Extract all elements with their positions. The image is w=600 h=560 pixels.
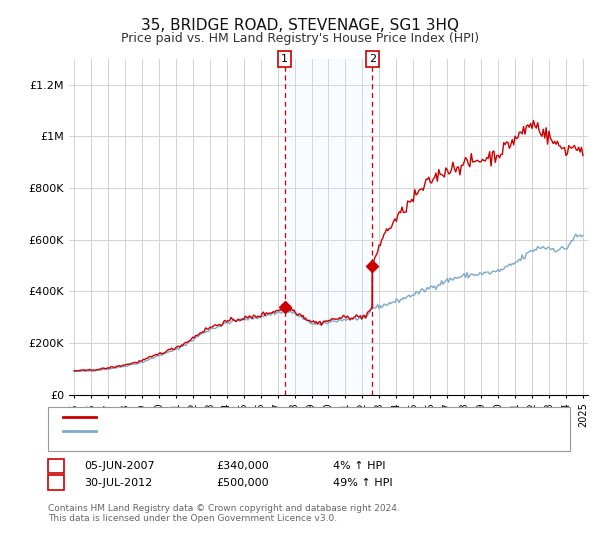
Text: 05-JUN-2007: 05-JUN-2007	[84, 461, 155, 471]
Text: 2: 2	[53, 478, 59, 488]
Text: 35, BRIDGE ROAD, STEVENAGE, SG1 3HQ: 35, BRIDGE ROAD, STEVENAGE, SG1 3HQ	[141, 18, 459, 33]
Text: 2: 2	[368, 54, 376, 64]
Text: 49% ↑ HPI: 49% ↑ HPI	[333, 478, 392, 488]
Text: £500,000: £500,000	[216, 478, 269, 488]
Text: 4% ↑ HPI: 4% ↑ HPI	[333, 461, 386, 471]
Text: Contains HM Land Registry data © Crown copyright and database right 2024.
This d: Contains HM Land Registry data © Crown c…	[48, 504, 400, 524]
Text: 1: 1	[53, 461, 59, 471]
Text: HPI: Average price, detached house, Stevenage: HPI: Average price, detached house, Stev…	[101, 426, 349, 436]
Text: 30-JUL-2012: 30-JUL-2012	[84, 478, 152, 488]
Text: Price paid vs. HM Land Registry's House Price Index (HPI): Price paid vs. HM Land Registry's House …	[121, 32, 479, 45]
Bar	[285, 59, 372, 395]
Text: 1: 1	[281, 54, 288, 64]
Text: 35, BRIDGE ROAD, STEVENAGE, SG1 3HQ (detached house): 35, BRIDGE ROAD, STEVENAGE, SG1 3HQ (det…	[101, 412, 412, 422]
Text: £340,000: £340,000	[216, 461, 269, 471]
